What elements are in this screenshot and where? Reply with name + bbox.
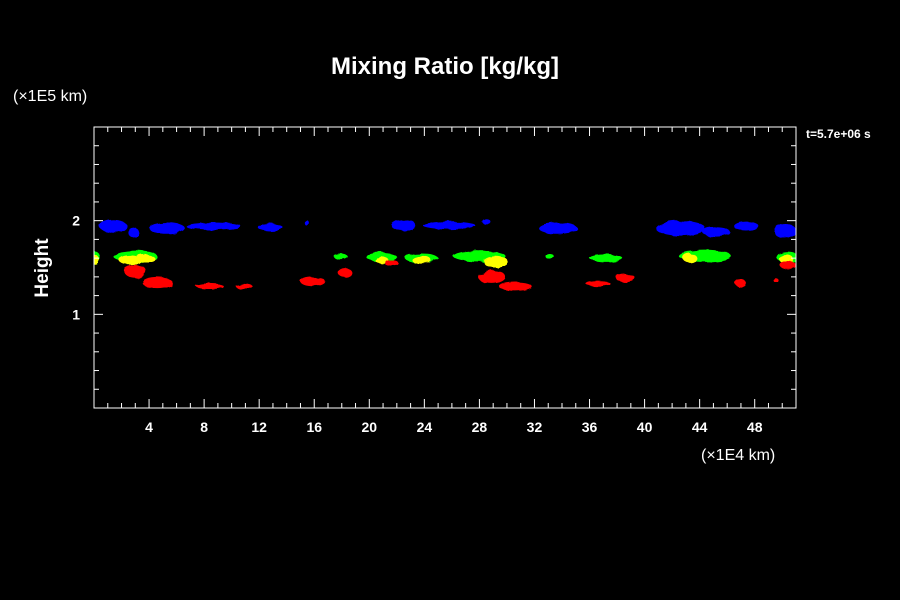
x-tick-label: 44 xyxy=(692,419,708,435)
blue-contour-blob xyxy=(538,222,578,234)
x-tick-label: 16 xyxy=(306,419,322,435)
red-contour-blob xyxy=(124,264,147,278)
y-tick-label: 2 xyxy=(72,213,80,229)
red-contour-layer xyxy=(124,260,796,291)
red-contour-blob xyxy=(478,270,506,284)
x-tick-label: 28 xyxy=(472,419,488,435)
y-unit-label: (×1E5 km) xyxy=(13,88,87,105)
red-contour-blob xyxy=(498,281,532,291)
red-contour-blob xyxy=(772,277,779,282)
red-contour-blob xyxy=(585,280,611,287)
blue-contour-blob xyxy=(99,219,128,233)
red-contour-blob xyxy=(779,260,796,269)
blue-contour-blob xyxy=(391,219,417,231)
x-tick-label: 12 xyxy=(251,419,267,435)
green-contour-blob xyxy=(545,253,554,260)
blue-contour-blob xyxy=(149,222,185,234)
red-contour-blob xyxy=(142,276,173,289)
blue-contour-blob xyxy=(257,223,283,231)
yellow-contour-blob xyxy=(118,255,141,265)
x-tick-label: 40 xyxy=(637,419,653,435)
x-axis: 4 8 12 16 20 24 28 32 36 40 44 48 xyxy=(107,127,783,435)
green-contour-blob xyxy=(333,253,348,260)
x-tick-label: 8 xyxy=(200,419,208,435)
red-contour-blob xyxy=(195,283,224,290)
x-tick-label: 32 xyxy=(527,419,543,435)
green-contour-blob xyxy=(589,254,623,262)
time-label: t=5.7e+06 s xyxy=(806,127,871,141)
red-contour-blob xyxy=(615,274,635,282)
y-axis: 12 xyxy=(72,145,796,390)
x-tick-label: 4 xyxy=(145,419,153,435)
yellow-contour-blob xyxy=(94,255,100,265)
y-axis-label: Height xyxy=(32,238,53,298)
x-tick-label: 20 xyxy=(362,419,378,435)
y-tick-label: 1 xyxy=(72,306,80,322)
red-contour-blob xyxy=(235,283,253,290)
x-tick-label: 24 xyxy=(417,419,433,435)
x-tick-label: 36 xyxy=(582,419,598,435)
red-contour-blob xyxy=(300,276,326,287)
blue-contour-blob xyxy=(305,220,310,227)
mixing-ratio-field xyxy=(94,218,796,291)
yellow-contour-blob xyxy=(483,256,509,268)
blue-contour-blob xyxy=(655,220,706,236)
blue-contour-blob xyxy=(702,227,730,237)
blue-contour-blob xyxy=(186,222,242,231)
blue-contour-blob xyxy=(482,218,491,225)
yellow-contour-blob xyxy=(374,257,389,263)
red-contour-blob xyxy=(337,267,352,277)
yellow-contour-blob xyxy=(135,254,155,262)
red-contour-blob xyxy=(735,279,747,288)
yellow-contour-blob xyxy=(683,253,697,263)
blue-contour-blob xyxy=(734,221,759,231)
yellow-contour-blob xyxy=(411,256,432,264)
red-contour-blob xyxy=(384,260,399,266)
yellow-contour-layer xyxy=(94,253,794,268)
blue-contour-blob xyxy=(422,221,476,230)
x-unit-label: (×1E4 km) xyxy=(701,447,775,464)
blue-contour-blob xyxy=(773,223,796,239)
blue-contour-layer xyxy=(99,218,796,239)
plot-frame xyxy=(93,126,797,409)
blue-contour-blob xyxy=(128,228,140,238)
x-tick-label: 48 xyxy=(747,419,763,435)
chart-title: Mixing Ratio [kg/kg] xyxy=(331,53,559,80)
